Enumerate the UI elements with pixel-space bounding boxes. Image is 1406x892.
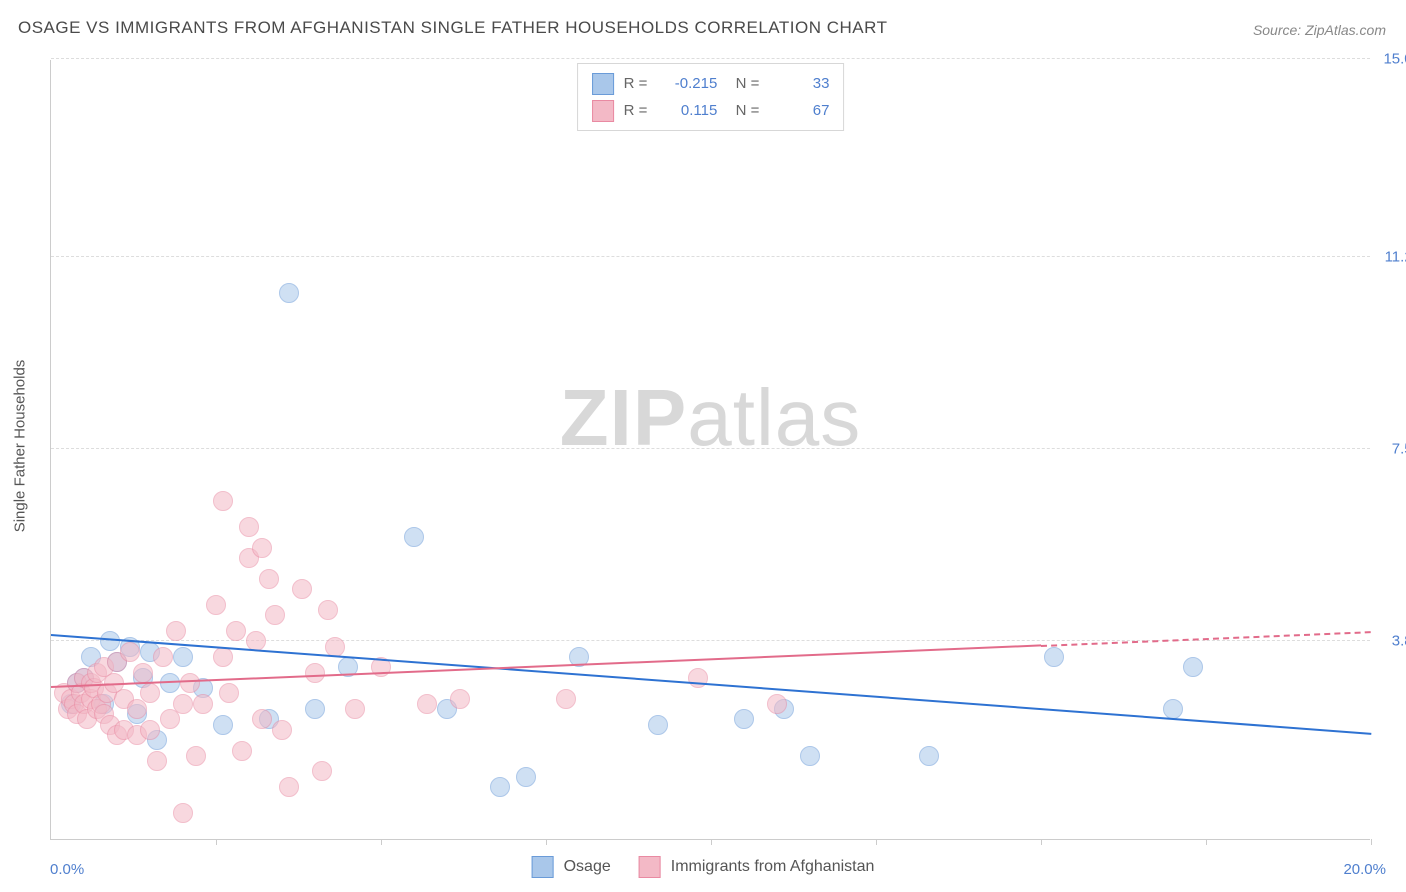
stats-row-afghan: R = 0.115 N = 67	[592, 97, 830, 124]
stat-value-r-osage: -0.215	[657, 70, 717, 97]
data-point	[305, 663, 325, 683]
data-point	[450, 689, 470, 709]
data-point	[166, 621, 186, 641]
stat-label-r: R =	[624, 97, 648, 124]
data-point	[180, 673, 200, 693]
swatch-afghan	[639, 856, 661, 878]
stat-value-n-afghan: 67	[769, 97, 829, 124]
data-point	[252, 538, 272, 558]
data-point	[226, 621, 246, 641]
data-point	[173, 647, 193, 667]
x-tick	[1206, 839, 1207, 845]
data-point	[325, 637, 345, 657]
data-point	[173, 694, 193, 714]
x-tick	[1041, 839, 1042, 845]
x-min-label: 0.0%	[50, 861, 84, 878]
trend-line	[1041, 631, 1371, 647]
data-point	[213, 491, 233, 511]
stat-label-n: N =	[727, 70, 759, 97]
data-point	[312, 761, 332, 781]
stat-label-n: N =	[727, 97, 759, 124]
data-point	[153, 647, 173, 667]
data-point	[490, 777, 510, 797]
data-point	[345, 699, 365, 719]
data-point	[279, 777, 299, 797]
data-point	[219, 683, 239, 703]
x-tick	[546, 839, 547, 845]
legend-item-afghan: Immigrants from Afghanistan	[639, 856, 875, 878]
stat-label-r: R =	[624, 70, 648, 97]
y-tick-label: 15.0%	[1383, 51, 1406, 68]
data-point	[186, 746, 206, 766]
source-attribution: Source: ZipAtlas.com	[1253, 22, 1386, 38]
swatch-osage	[592, 73, 614, 95]
legend-label-afghan: Immigrants from Afghanistan	[671, 858, 875, 876]
data-point	[305, 699, 325, 719]
plot-area: ZIPatlas R = -0.215 N = 33 R = 0.115 N =…	[50, 60, 1370, 840]
swatch-osage	[532, 856, 554, 878]
data-point	[140, 683, 160, 703]
data-point	[127, 699, 147, 719]
gridline	[51, 58, 1370, 59]
data-point	[1044, 647, 1064, 667]
data-point	[767, 694, 787, 714]
stat-value-r-afghan: 0.115	[657, 97, 717, 124]
legend-label-osage: Osage	[564, 858, 611, 876]
data-point	[140, 720, 160, 740]
data-point	[206, 595, 226, 615]
gridline	[51, 448, 1370, 449]
gridline	[51, 256, 1370, 257]
series-legend: Osage Immigrants from Afghanistan	[532, 856, 875, 878]
data-point	[318, 600, 338, 620]
data-point	[516, 767, 536, 787]
x-tick	[876, 839, 877, 845]
x-tick	[1371, 839, 1372, 845]
data-point	[147, 751, 167, 771]
stats-legend: R = -0.215 N = 33 R = 0.115 N = 67	[577, 63, 845, 131]
data-point	[800, 746, 820, 766]
data-point	[265, 605, 285, 625]
data-point	[232, 741, 252, 761]
y-tick-label: 7.5%	[1392, 441, 1406, 458]
data-point	[252, 709, 272, 729]
data-point	[556, 689, 576, 709]
data-point	[1163, 699, 1183, 719]
data-point	[239, 517, 259, 537]
data-point	[279, 283, 299, 303]
stats-row-osage: R = -0.215 N = 33	[592, 70, 830, 97]
x-max-label: 20.0%	[1343, 861, 1386, 878]
x-tick	[711, 839, 712, 845]
y-tick-label: 11.2%	[1385, 248, 1406, 265]
watermark: ZIPatlas	[560, 372, 861, 464]
data-point	[259, 569, 279, 589]
swatch-afghan	[592, 100, 614, 122]
chart-title: OSAGE VS IMMIGRANTS FROM AFGHANISTAN SIN…	[18, 18, 887, 38]
data-point	[213, 715, 233, 735]
data-point	[734, 709, 754, 729]
data-point	[1183, 657, 1203, 677]
data-point	[100, 631, 120, 651]
data-point	[120, 642, 140, 662]
stat-value-n-osage: 33	[769, 70, 829, 97]
data-point	[173, 803, 193, 823]
data-point	[919, 746, 939, 766]
data-point	[272, 720, 292, 740]
data-point	[213, 647, 233, 667]
data-point	[133, 663, 153, 683]
data-point	[292, 579, 312, 599]
data-point	[404, 527, 424, 547]
legend-item-osage: Osage	[532, 856, 611, 878]
data-point	[648, 715, 668, 735]
y-tick-label: 3.8%	[1392, 633, 1406, 650]
trend-line	[51, 634, 1371, 735]
x-tick	[216, 839, 217, 845]
data-point	[193, 694, 213, 714]
x-tick	[381, 839, 382, 845]
data-point	[160, 709, 180, 729]
data-point	[417, 694, 437, 714]
trend-line	[51, 645, 1041, 689]
